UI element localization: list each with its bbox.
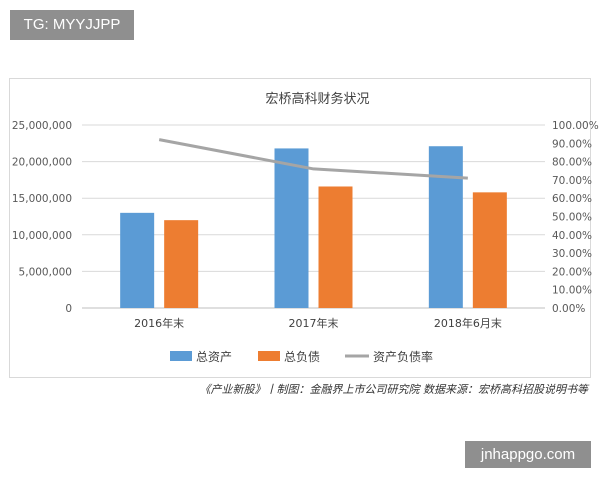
legend-swatch — [170, 351, 192, 361]
chart-title: 宏桥高科财务状况 — [265, 91, 369, 107]
bar-total-liabilities — [164, 220, 199, 308]
y-tick-label: 20,000,000 — [12, 157, 72, 169]
chart-frame — [9, 78, 591, 378]
legend-label: 总资产 — [196, 350, 232, 364]
y2-tick-label: 70.00% — [552, 175, 592, 187]
y-tick-label: 5,000,000 — [19, 266, 72, 278]
watermark-top: TG: MYYJJPP — [10, 10, 134, 40]
legend-label: 总负债 — [284, 350, 320, 364]
x-tick-label: 2016年末 — [134, 316, 184, 330]
y2-tick-label: 50.00% — [552, 212, 592, 224]
y-tick-label: 0 — [65, 303, 72, 315]
legend-label: 资产负债率 — [373, 349, 433, 364]
y2-tick-label: 80.00% — [552, 157, 592, 169]
y2-tick-label: 20.00% — [552, 266, 592, 278]
y2-tick-label: 40.00% — [552, 230, 592, 242]
y-tick-label: 15,000,000 — [12, 193, 72, 205]
y2-tick-label: 30.00% — [552, 248, 592, 260]
bar-total-assets — [120, 212, 155, 308]
bar-total-liabilities — [318, 186, 353, 308]
x-tick-label: 2018年6月末 — [434, 316, 502, 330]
y2-tick-label: 10.00% — [552, 285, 592, 297]
y-tick-label: 25,000,000 — [12, 120, 72, 132]
bar-total-assets — [274, 148, 309, 308]
y2-tick-label: 100.00% — [552, 120, 599, 132]
watermark-bottom: jnhappgo.com — [465, 441, 591, 468]
y-tick-label: 10,000,000 — [12, 230, 72, 242]
bar-total-liabilities — [472, 192, 507, 308]
y2-tick-label: 60.00% — [552, 193, 592, 205]
legend-swatch — [258, 351, 280, 361]
y2-tick-label: 0.00% — [552, 303, 585, 315]
bar-total-assets — [428, 146, 463, 308]
line-debt-ratio — [158, 138, 468, 180]
y2-tick-label: 90.00% — [552, 138, 592, 150]
source-caption: 《产业新股》丨制图：金融界上市公司研究院 数据来源：宏桥高科招股说明书等 — [199, 383, 589, 396]
x-tick-label: 2017年末 — [289, 316, 339, 330]
